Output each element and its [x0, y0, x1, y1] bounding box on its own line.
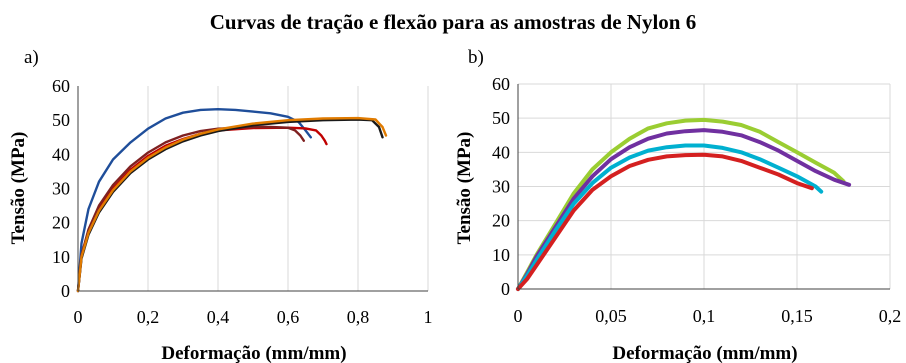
- x-tick-label-b-4: 0,2: [879, 306, 902, 326]
- x-tick-label-b-3: 0,15: [781, 306, 813, 326]
- y-axis-label-a: Tensão (MPa): [8, 132, 29, 245]
- series-line-a-5: [76, 116, 388, 293]
- series-line-b-3: [516, 143, 824, 291]
- y-tick-label-a-5: 50: [52, 110, 70, 130]
- series-line-a-2: [76, 126, 328, 293]
- series-line-a-4: [76, 118, 384, 293]
- x-tick-label-b-2: 0,1: [693, 306, 716, 326]
- y-tick-label-a-1: 10: [52, 247, 70, 267]
- x-tick-label-a-4: 0,8: [347, 307, 370, 327]
- y-tick-label-b-2: 20: [492, 211, 510, 231]
- x-tick-label-b-0: 0: [514, 306, 523, 326]
- y-tick-label-b-4: 40: [492, 142, 510, 162]
- y-tick-label-b-0: 0: [501, 279, 510, 299]
- y-tick-label-b-1: 10: [492, 245, 510, 265]
- x-tick-label-a-1: 0,2: [137, 307, 160, 327]
- series-line-a-1: [76, 108, 312, 293]
- y-tick-label-a-0: 0: [61, 281, 70, 301]
- figure-title: Curvas de tração e flexão para as amostr…: [210, 10, 696, 34]
- x-axis-label-b: Deformação (mm/mm): [612, 343, 797, 363]
- x-tick-label-a-0: 0: [74, 307, 83, 327]
- series-line-b-2: [516, 128, 852, 291]
- series-line-b-4: [516, 152, 814, 291]
- x-axis-label-a: Deformação (mm/mm): [161, 343, 346, 363]
- y-axis-label-b: Tensão (MPa): [454, 132, 475, 245]
- chart-b: b) 0 0,05 0,1 0,15 0,2 0 10 20 30 40 50 60 Deformaç…: [454, 47, 901, 363]
- panel-label-b: b): [468, 47, 484, 68]
- y-tick-label-b-3: 30: [492, 177, 510, 197]
- series-line-a-3: [76, 125, 305, 293]
- x-tick-label-b-1: 0,05: [595, 306, 627, 326]
- y-tick-label-b-5: 50: [492, 108, 510, 128]
- x-tick-label-a-3: 0,6: [277, 307, 300, 327]
- panel-label-a: a): [24, 47, 39, 68]
- y-tick-label-b-6: 60: [492, 74, 510, 94]
- y-tick-label-a-3: 30: [52, 179, 70, 199]
- y-tick-label-a-4: 40: [52, 144, 70, 164]
- y-tick-label-a-2: 20: [52, 213, 70, 233]
- x-tick-label-a-5: 1: [424, 307, 433, 327]
- y-tick-label-a-6: 60: [52, 76, 70, 96]
- x-tick-label-a-2: 0,4: [207, 307, 230, 327]
